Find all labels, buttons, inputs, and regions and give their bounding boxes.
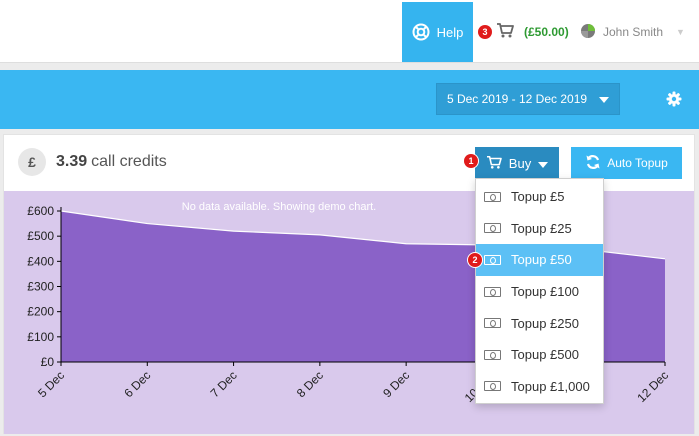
buy-button[interactable]: Buy	[475, 147, 559, 179]
pound-icon: £	[18, 148, 46, 176]
caret-down-icon	[599, 92, 610, 106]
topup-option[interactable]: Topup £50	[476, 244, 603, 276]
credit-balance: £ 3.39 call credits	[18, 147, 167, 177]
help-button[interactable]: Help	[402, 2, 473, 62]
topup-dropdown: Topup £5 Topup £25 Topup £50 Topup £100 Topu…	[475, 178, 604, 404]
topup-option-label: Topup £25	[511, 220, 572, 236]
y-tick-label: £600	[27, 204, 54, 218]
money-icon	[484, 318, 501, 329]
topup-option[interactable]: Topup £500	[476, 339, 603, 371]
topup-option[interactable]: Topup £5	[476, 181, 603, 213]
credit-value: 3.39	[56, 153, 88, 170]
lifebuoy-icon	[412, 23, 430, 41]
topup-option[interactable]: Topup £25	[476, 213, 603, 245]
money-icon	[484, 191, 501, 202]
y-tick-label: £300	[27, 280, 54, 294]
y-tick-label: £0	[41, 355, 55, 369]
cart-badge: 3	[478, 25, 492, 39]
chart-annotation: No data available. Showing demo chart.	[182, 201, 376, 213]
cart-button[interactable]: 3 (£50.00)	[478, 20, 569, 44]
y-tick-label: £200	[27, 305, 54, 319]
step-badge: 1	[464, 154, 478, 168]
top-bar: Help 3 (£50.00) John Smith ▼	[0, 0, 699, 63]
auto-topup-label: Auto Topup	[607, 156, 668, 170]
cart-icon	[496, 22, 514, 43]
y-tick-label: £500	[27, 229, 54, 243]
y-tick-label: £400	[27, 254, 54, 268]
help-label: Help	[436, 24, 464, 40]
caret-down-icon	[538, 156, 549, 171]
refresh-icon	[585, 154, 601, 173]
cart-icon	[486, 155, 502, 172]
cart-total: (£50.00)	[524, 25, 569, 39]
topup-option-label: Topup £5	[511, 189, 565, 205]
money-icon	[484, 381, 501, 392]
topup-option[interactable]: Topup £1,000	[476, 371, 603, 403]
topup-option-label: Topup £250	[511, 315, 579, 331]
topup-option[interactable]: Topup £100	[476, 276, 603, 308]
topup-option-label: Topup £500	[511, 347, 579, 363]
money-icon	[484, 349, 501, 360]
topup-option-label: Topup £100	[511, 284, 579, 300]
user-menu[interactable]: John Smith ▼	[580, 20, 685, 44]
money-icon	[484, 254, 501, 265]
topup-option-label: Topup £50	[511, 252, 572, 268]
avatar	[580, 23, 596, 42]
user-name: John Smith	[603, 25, 664, 39]
buy-label: Buy	[508, 155, 532, 171]
auto-topup-button[interactable]: Auto Topup	[571, 147, 682, 179]
money-icon	[484, 223, 501, 234]
money-icon	[484, 286, 501, 297]
topup-option-label: Topup £1,000	[511, 378, 590, 394]
step-badge: 2	[468, 253, 482, 267]
chevron-down-icon: ▼	[676, 27, 685, 37]
topup-option[interactable]: Topup £250	[476, 307, 603, 339]
filter-bar: 5 Dec 2019 - 12 Dec 2019	[0, 70, 699, 129]
y-tick-label: £100	[27, 330, 54, 344]
gear-icon[interactable]	[666, 91, 682, 107]
date-range-label: 5 Dec 2019 - 12 Dec 2019	[446, 92, 588, 106]
date-range-picker[interactable]: 5 Dec 2019 - 12 Dec 2019	[436, 83, 620, 115]
credit-unit: call credits	[91, 153, 167, 170]
